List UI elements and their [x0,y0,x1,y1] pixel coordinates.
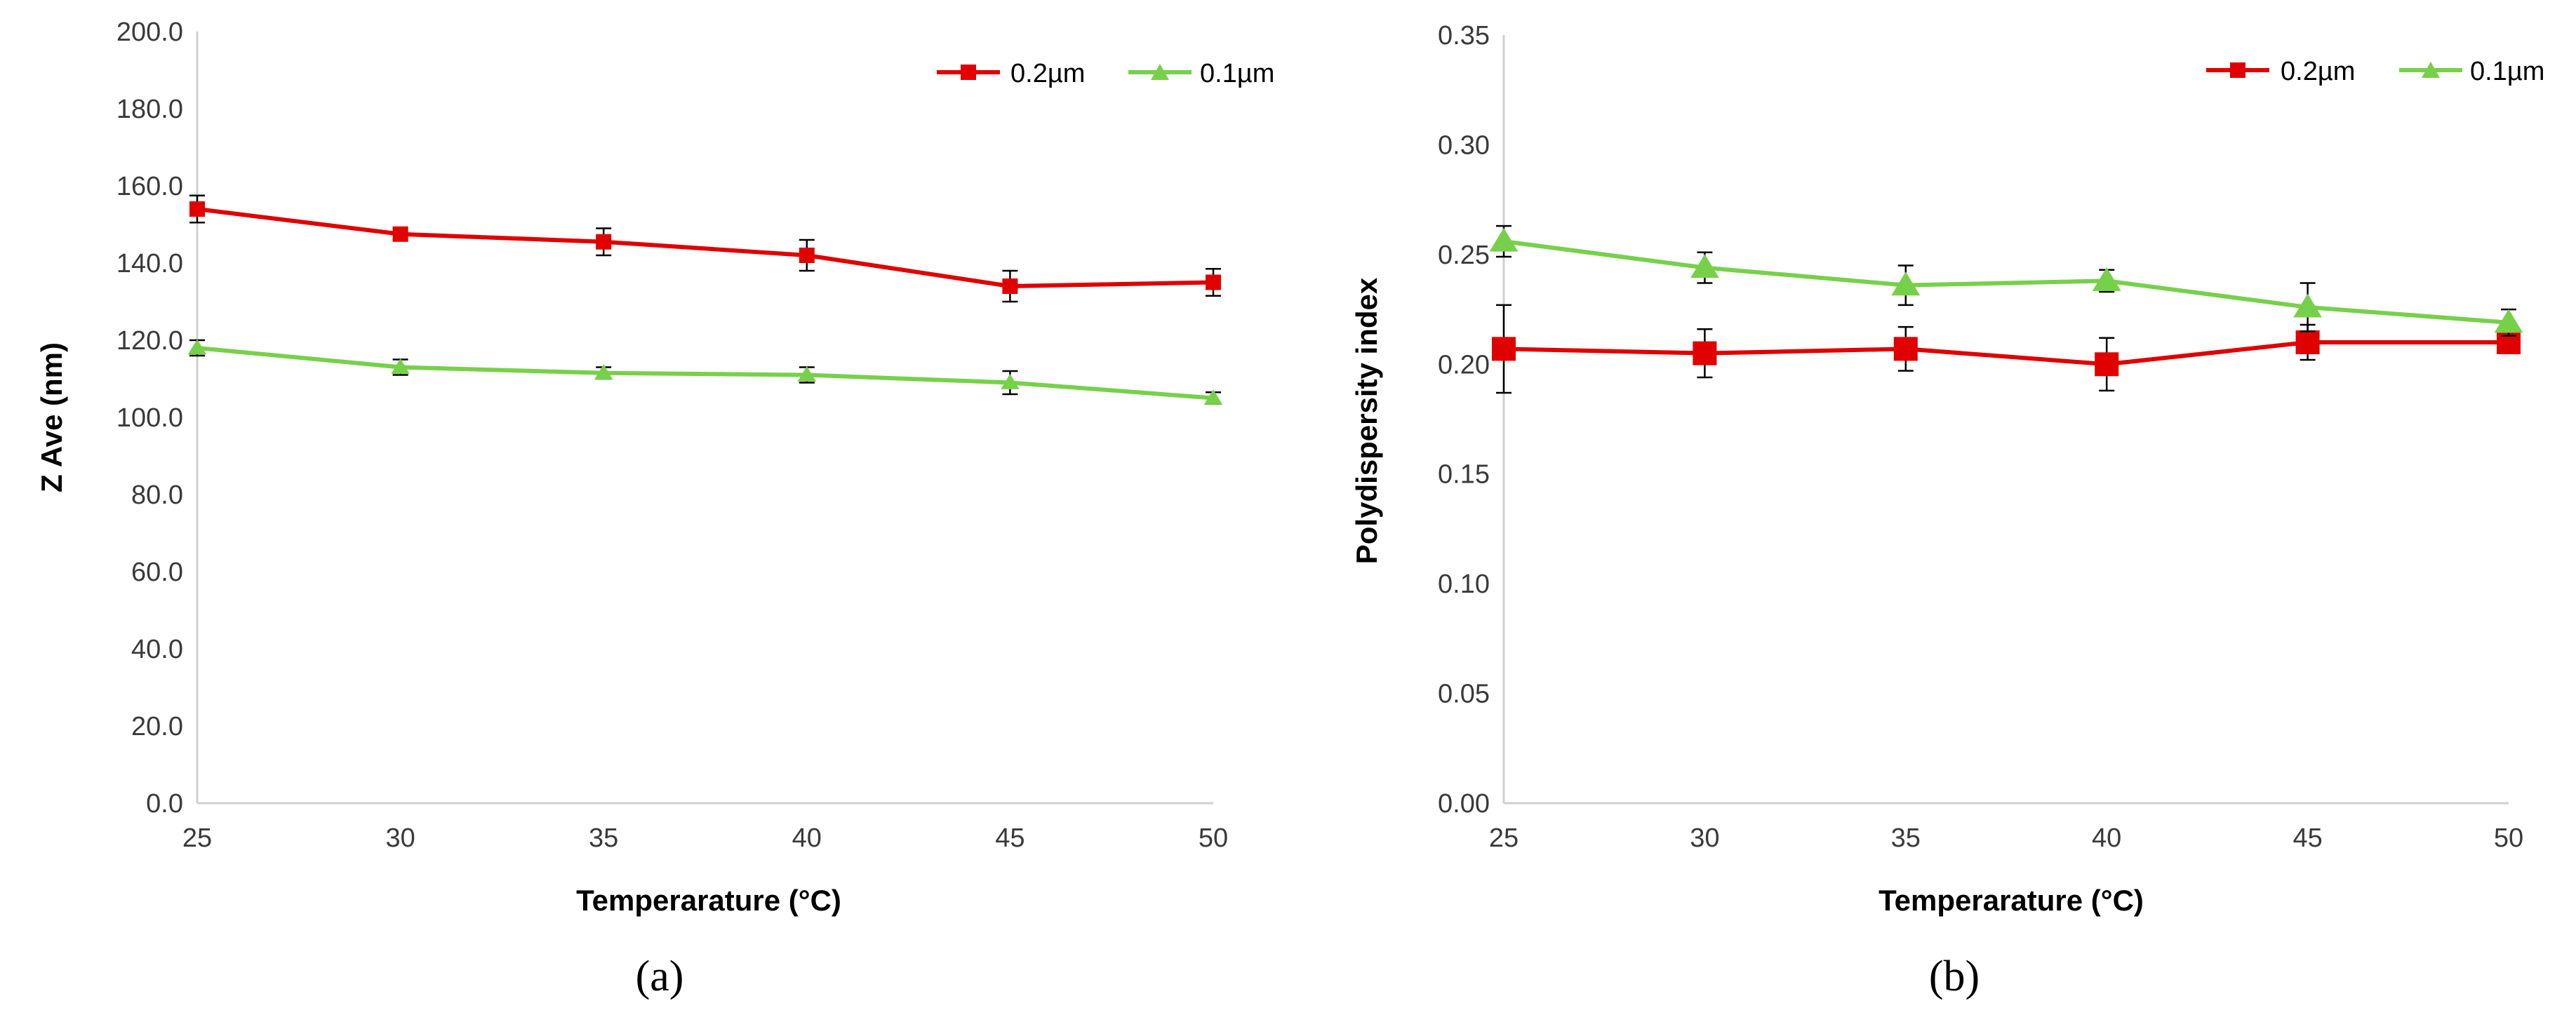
data-point-square [596,234,612,250]
x-tick-label: 25 [1489,823,1519,853]
series-line [1503,340,2509,367]
legend-marker-square [2230,62,2245,78]
x-tick-label: 40 [2092,823,2121,853]
chart-panel-a: 0.0 20.0 40.0 60.0 80.0 100.0 120.0 140.0 160.0 1… [35,18,1274,1000]
data-point-square [2295,330,2320,354]
data-point-triangle [1690,254,1719,278]
x-tick-label: 40 [792,823,822,853]
legend-marker-triangle [1151,64,1169,80]
data-point-triangle [2092,267,2121,291]
x-tick-label: 45 [995,823,1025,853]
y-tick-label: 0.30 [1438,130,1490,160]
legend-label-0-1um: 0.1µm [1200,59,1274,88]
x-tick-label: 35 [1891,823,1921,853]
data-point-square [2095,352,2119,377]
legend-marker-square [961,65,976,80]
y-tick-label: 80.0 [131,480,183,510]
series-line [1503,239,2509,325]
x-tick-label: 25 [182,823,212,853]
y-tick-label: 0.15 [1438,460,1490,490]
x-tick-labels: 25 30 35 40 45 50 [1489,823,2523,853]
x-axis-title: Temperarature (°C) [1878,884,2144,917]
series-0-2-m [1492,304,2521,394]
data-point-square [1492,337,1516,361]
legend-label-0-2um: 0.2µm [1010,59,1085,88]
series-layer [1489,224,2523,394]
data-point-triangle [797,365,816,382]
legend-item-0-1um: 0.1µm [1128,59,1274,88]
data-point-triangle [1001,373,1020,389]
y-tick-label: 20.0 [131,712,183,741]
data-point-square [1693,341,1717,365]
y-tick-label: 0.05 [1438,680,1490,709]
y-tick-label: 40.0 [131,635,183,664]
x-tick-labels: 25 30 35 40 45 50 [182,823,1228,853]
y-tick-label: 120.0 [116,326,183,356]
y-axis-title: Polydispersity index [1350,277,1383,564]
y-tick-label: 0.0 [146,789,183,819]
data-point-triangle [1891,271,1921,296]
x-axis-title: Temperarature (°C) [576,884,841,917]
data-point-square [1002,278,1018,294]
x-tick-label: 45 [2293,823,2322,853]
y-tick-label: 180.0 [116,95,183,124]
data-point-triangle [187,339,207,355]
data-point-square [799,248,815,263]
series-line [196,207,1214,288]
chart-panel-b: 0.00 0.05 0.10 0.15 0.20 0.25 0.30 0.35 25 30 35 4… [1350,21,2544,1000]
y-tick-labels: 0.0 20.0 40.0 60.0 80.0 100.0 120.0 140.0 160.0 1… [116,18,183,819]
data-point-square [392,226,408,242]
series-line [196,346,1214,401]
series-0-1-m [187,339,1223,405]
y-axis-title: Z Ave (nm) [35,342,68,492]
y-tick-label: 0.20 [1438,350,1490,379]
y-tick-label: 140.0 [116,249,183,278]
legend-item-0-1um: 0.1µm [2399,57,2544,86]
series-0-2-m [189,194,1221,303]
x-tick-label: 30 [385,823,415,853]
y-tick-labels: 0.00 0.05 0.10 0.15 0.20 0.25 0.30 0.35 [1438,21,1490,819]
panel-caption-a: (a) [636,953,684,1000]
legend: 0.2µm 0.1µm [937,59,1274,88]
data-point-triangle [391,358,410,374]
legend-marker-triangle [2422,62,2440,78]
data-point-square [1206,274,1221,290]
data-point-triangle [1489,227,1519,252]
series-0-1-m [1489,224,2523,337]
y-tick-label: 0.00 [1438,789,1490,819]
data-point-triangle [594,364,613,380]
data-point-square [189,201,205,217]
legend-item-0-2um: 0.2µm [2206,57,2355,86]
data-point-triangle [2293,293,2322,318]
y-tick-label: 60.0 [131,558,183,587]
data-point-triangle [1203,389,1223,405]
x-tick-label: 50 [2494,823,2523,853]
x-tick-label: 50 [1199,823,1228,853]
y-tick-label: 200.0 [116,18,183,47]
y-tick-label: 0.25 [1438,241,1490,270]
legend: 0.2µm 0.1µm [2206,57,2544,86]
y-tick-label: 0.10 [1438,570,1490,599]
series-layer [187,194,1223,405]
data-point-square [1893,337,1918,361]
x-tick-label: 30 [1690,823,1719,853]
legend-label-0-1um: 0.1µm [2470,57,2544,86]
panel-caption-b: (b) [1929,953,1980,1000]
x-tick-label: 35 [589,823,618,853]
y-tick-label: 0.35 [1438,21,1490,51]
legend-item-0-2um: 0.2µm [937,59,1085,88]
legend-label-0-2um: 0.2µm [2281,57,2355,86]
data-point-triangle [2494,309,2523,333]
y-tick-label: 160.0 [116,172,183,201]
y-tick-label: 100.0 [116,403,183,433]
